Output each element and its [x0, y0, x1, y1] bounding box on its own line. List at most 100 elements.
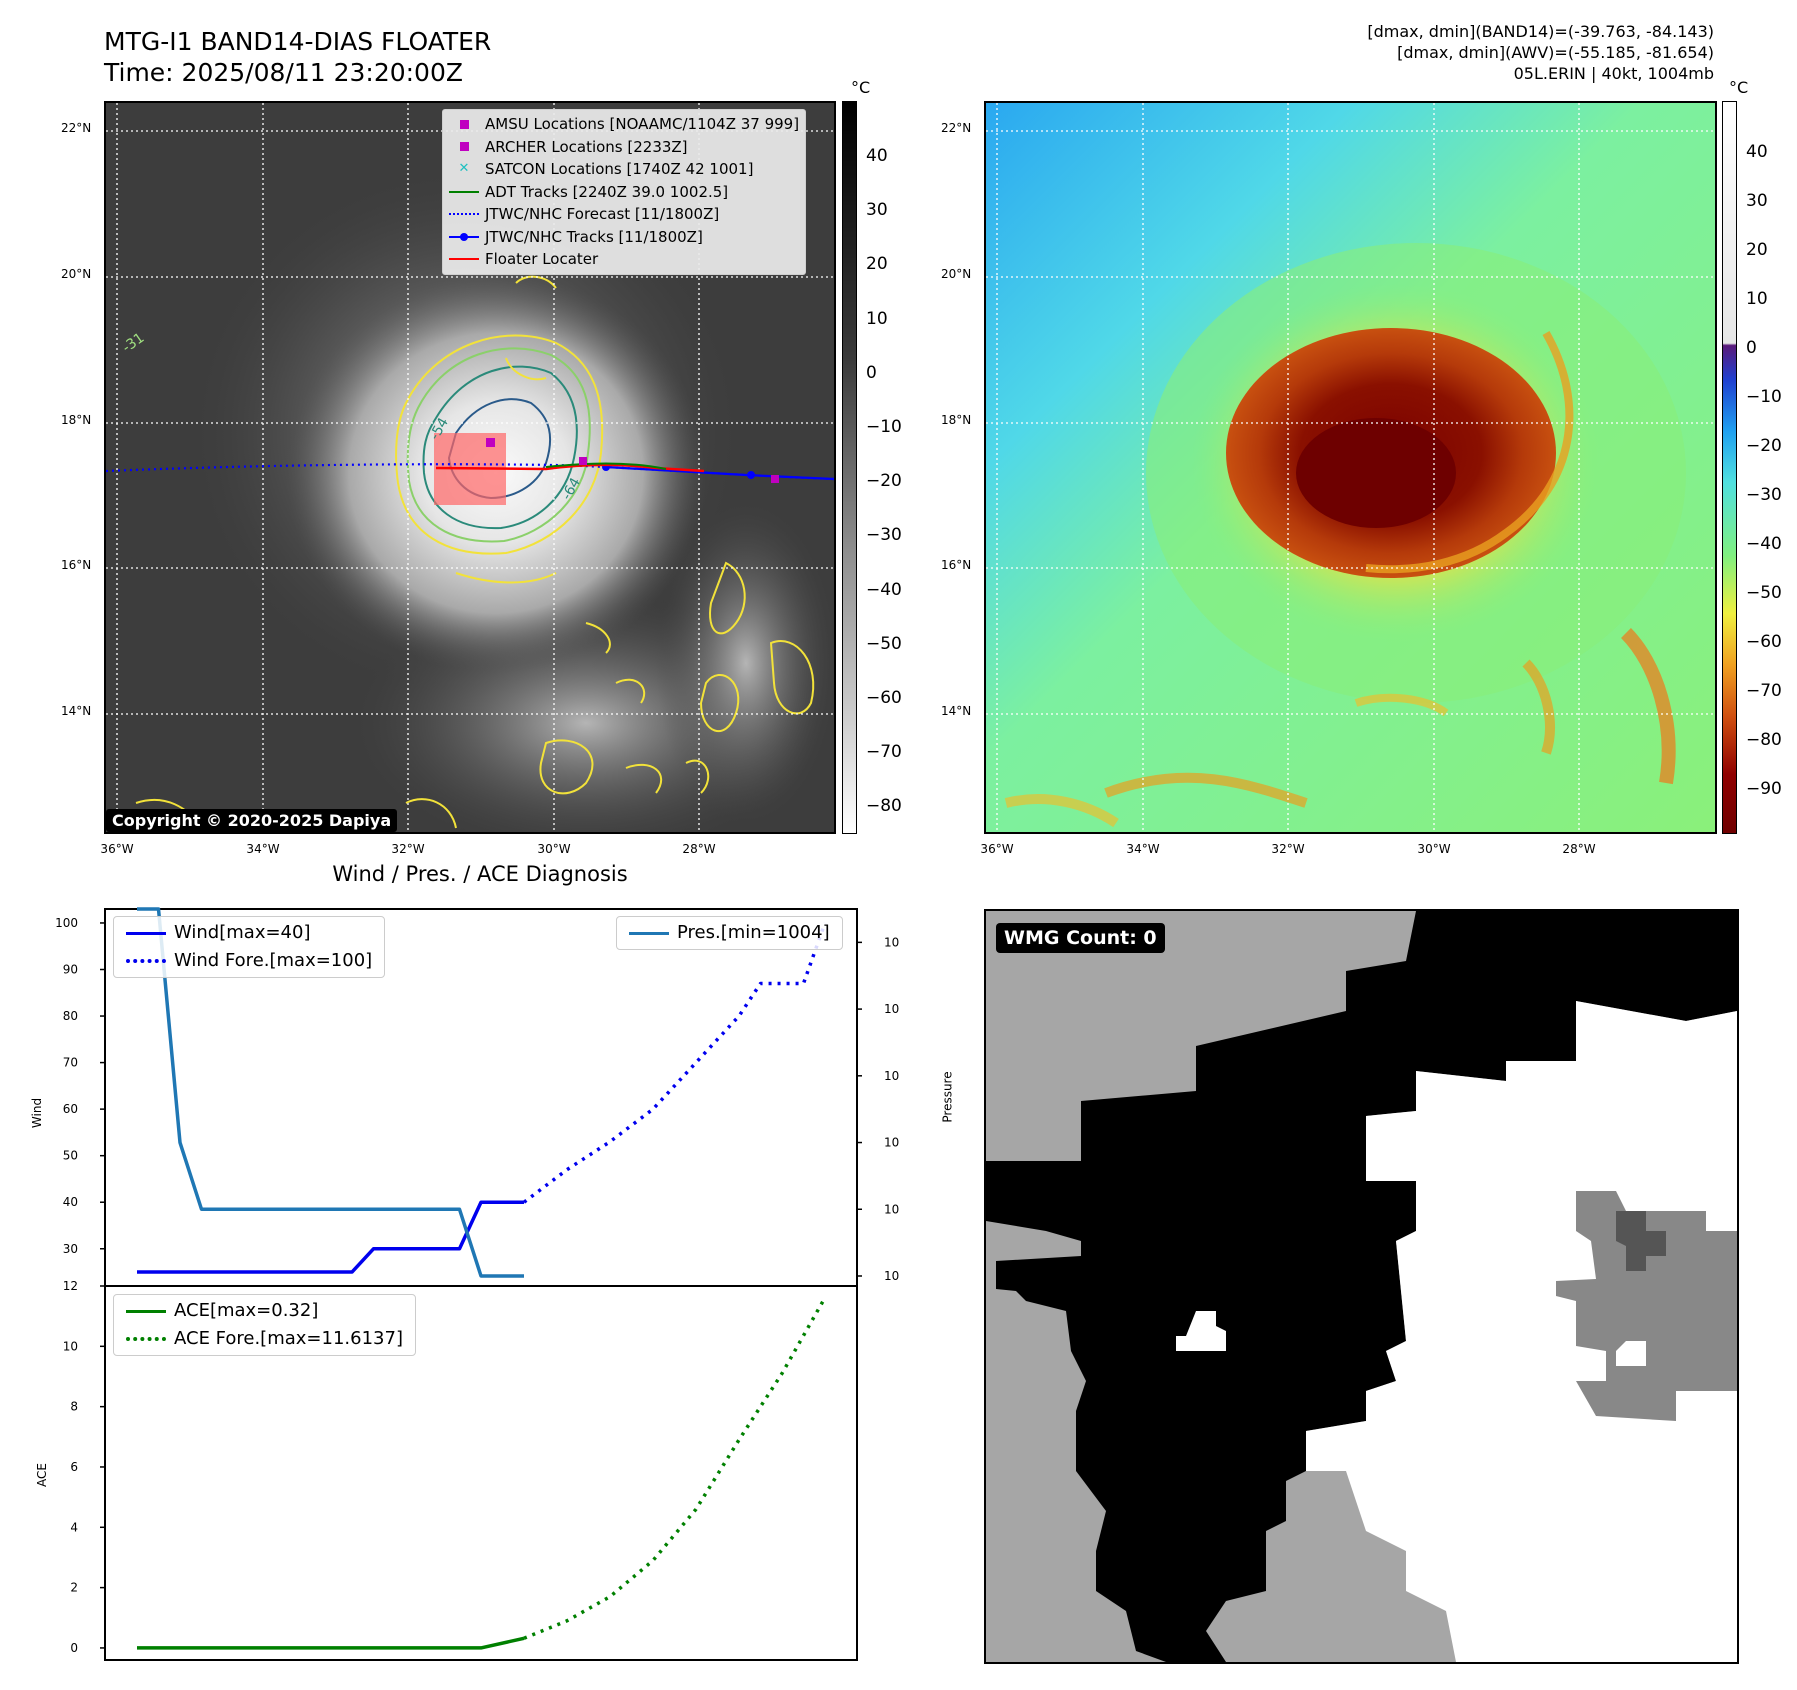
lat-label: 18°N	[61, 413, 92, 427]
lon-label: 30°W	[537, 842, 571, 856]
colorbar-tick-label: −90	[1746, 779, 1782, 799]
ace-tick-label: 8	[70, 1400, 78, 1414]
colorbar-tick-label: −70	[1746, 681, 1782, 701]
lat-label: 22°N	[941, 121, 972, 135]
colorbar-tick-label: −70	[866, 742, 902, 763]
legend-label: Pres.[min=1004]	[677, 922, 830, 943]
colorbar-tick-label: 30	[866, 200, 888, 221]
lat-label: 20°N	[61, 267, 92, 281]
pressure-legend: Pres.[min=1004]	[616, 916, 843, 950]
legend-archer: ARCHER Locations [2233Z]	[443, 136, 799, 159]
ir-map-panel: -31 -54 -64 AMSU Locations [NOAAMC/1104Z…	[104, 101, 836, 834]
legend-pres: Pres.[min=1004]	[621, 919, 838, 947]
legend-square-icon	[459, 119, 469, 129]
wind-tick-label: 90	[63, 963, 78, 977]
lon-label: 34°W	[1126, 842, 1160, 856]
wind-axis-label: Wind	[30, 1097, 45, 1129]
lon-label: 36°W	[100, 842, 134, 856]
legend-label: JTWC/NHC Tracks [11/1800Z]	[485, 227, 703, 246]
legend-dotted-icon	[126, 959, 166, 963]
colorbar-tick-label: −10	[1746, 387, 1782, 407]
lon-label: 36°W	[980, 842, 1014, 856]
legend-x-icon: ✕	[458, 161, 470, 176]
legend-wind-fore: Wind Fore.[max=100]	[118, 947, 380, 975]
ace-tick-label: 10	[63, 1339, 78, 1353]
legend-square-icon	[459, 142, 469, 152]
wind-tick-label: 40	[63, 1195, 78, 1209]
legend-satcon: ✕ SATCON Locations [1740Z 42 1001]	[443, 158, 799, 181]
colorbar-tick-label: −10	[866, 417, 902, 437]
pressure-tick-label: 1008	[884, 1136, 900, 1150]
colorbar-tick-label: −80	[1746, 730, 1782, 750]
legend-label: Wind Fore.[max=100]	[174, 950, 373, 971]
legend-adt: ADT Tracks [2240Z 39.0 1002.5]	[443, 181, 799, 204]
lon-label: 28°W	[1562, 842, 1596, 856]
wind-tick-label: 50	[63, 1149, 78, 1163]
legend-amsu: AMSU Locations [NOAAMC/1104Z 37 999]	[443, 113, 799, 136]
colorbar-tick-label: 0	[1746, 338, 1757, 358]
colorbar-tick-label: −40	[1746, 534, 1782, 554]
map-legend: AMSU Locations [NOAAMC/1104Z 37 999] ARC…	[442, 109, 807, 275]
info-awv: [dmax, dmin](AWV)=(-55.185, -81.654)	[1397, 43, 1714, 62]
ace-tick-label: 4	[70, 1520, 78, 1534]
legend-label: ACE Fore.[max=11.6137]	[174, 1328, 403, 1349]
series-line-1	[522, 922, 827, 1204]
lon-label: 30°W	[1417, 842, 1451, 856]
lat-label: 14°N	[941, 704, 972, 718]
ace-tick-label: 2	[70, 1581, 78, 1595]
ace-tick-label: 0	[70, 1641, 78, 1655]
legend-label: Wind[max=40]	[174, 922, 311, 943]
lon-label: 28°W	[682, 842, 716, 856]
chart-time: Time: 2025/08/11 23:20:00Z	[104, 58, 463, 87]
ace-series-line-1	[523, 1296, 827, 1640]
wind-legend: Wind[max=40] Wind Fore.[max=100]	[113, 916, 386, 978]
wmg-panel: WMG Count: 0	[984, 909, 1739, 1664]
colorbar-tick-label: 10	[866, 308, 888, 329]
wind-tick-label: 80	[63, 1009, 78, 1023]
colorbar-tick-label: −30	[1746, 485, 1782, 505]
wind-tick-label: 70	[63, 1056, 78, 1070]
colorbar-tick-label: 20	[866, 254, 888, 275]
colorbar-tick-label: 30	[1746, 191, 1768, 211]
copyright-badge: Copyright © 2020-2025 Dapiya	[106, 809, 398, 832]
color-colorbar-unit: °C	[1729, 78, 1749, 97]
wind-tick-label: 30	[63, 1242, 78, 1256]
lat-label: 20°N	[941, 267, 972, 281]
colorbar-tick-label: 0	[866, 362, 877, 383]
colorbar-tick-label: −20	[866, 471, 902, 492]
ace-tick-label: 6	[70, 1460, 78, 1474]
legend-dotted-icon	[449, 213, 479, 216]
colorbar-tick-label: 20	[1746, 240, 1768, 260]
legend-floater: Floater Locater	[443, 248, 799, 271]
lat-label: 14°N	[61, 704, 92, 718]
legend-ace-fore: ACE Fore.[max=11.6137]	[118, 1325, 411, 1353]
colorbar-tick-label: 10	[1746, 289, 1768, 309]
legend-line-icon	[126, 931, 166, 935]
wind-tick-label: 100	[55, 916, 78, 930]
legend-label: JTWC/NHC Forecast [11/1800Z]	[485, 205, 720, 223]
lat-label: 16°N	[61, 558, 92, 572]
legend-tracks: JTWC/NHC Tracks [11/1800Z]	[443, 226, 799, 249]
ace-series-line-0	[137, 1636, 525, 1650]
lon-label: 32°W	[1271, 842, 1305, 856]
ace-axis-label: ACE	[34, 1463, 49, 1487]
legend-forecast: JTWC/NHC Forecast [11/1800Z]	[443, 203, 799, 226]
legend-ace: ACE[max=0.32]	[118, 1297, 411, 1325]
series-line-0	[137, 1200, 524, 1274]
lon-label: 34°W	[246, 842, 280, 856]
legend-wind: Wind[max=40]	[118, 919, 380, 947]
legend-label: AMSU Locations [NOAAMC/1104Z 37 999]	[485, 115, 800, 133]
pressure-tick-label: 1006	[884, 1202, 900, 1216]
colorbar-tick-label: −60	[1746, 632, 1782, 652]
colorbar-tick-label: −50	[1746, 583, 1782, 603]
info-band14: [dmax, dmin](BAND14)=(-39.763, -84.143)	[1367, 22, 1714, 41]
legend-line-icon	[629, 931, 669, 935]
pressure-tick-label: 1004	[884, 1269, 900, 1283]
lat-label: 18°N	[941, 413, 972, 427]
chart-title: MTG-I1 BAND14-DIAS FLOATER	[104, 27, 492, 56]
pressure-axis-label: Pressure	[940, 1071, 955, 1123]
series-line-2	[137, 907, 524, 1278]
colorbar-tick-label: −50	[866, 633, 902, 654]
